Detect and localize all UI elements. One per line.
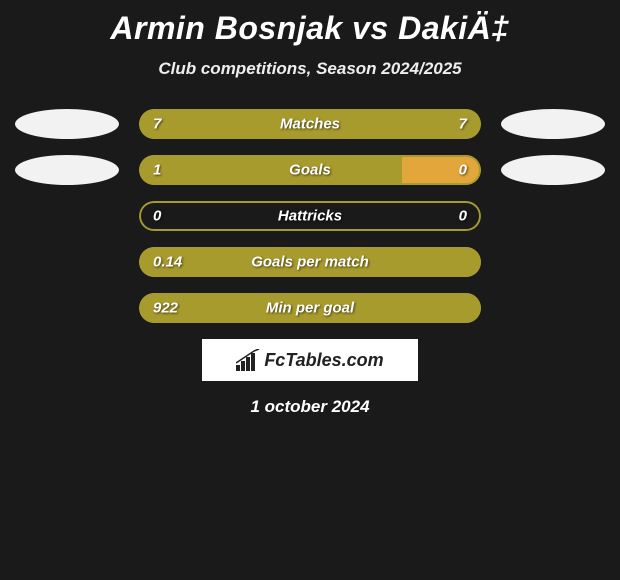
metric-left-value: 1 (153, 162, 161, 179)
date-text: 1 october 2024 (0, 397, 620, 417)
bar-left-fill (139, 155, 402, 185)
metric-bar: 1 Goals 0 (139, 155, 481, 185)
metric-right-value: 0 (459, 162, 467, 179)
metric-rows: 7 Matches 7 1 Goals 0 0 Hattricks 0 0.14 Goals per… (0, 109, 620, 323)
metric-row: 0 Hattricks 0 (0, 201, 620, 231)
bars-icon (236, 349, 260, 371)
brand-badge: FcTables.com (202, 339, 418, 381)
metric-name: Matches (280, 116, 340, 133)
subtitle: Club competitions, Season 2024/2025 (0, 59, 620, 79)
page-title: Armin Bosnjak vs DakiÄ‡ (0, 10, 620, 47)
comparison-card: Armin Bosnjak vs DakiÄ‡ Club competition… (0, 0, 620, 417)
left-ellipse (15, 109, 119, 139)
metric-row: 922 Min per goal (0, 293, 620, 323)
metric-name: Min per goal (266, 300, 354, 317)
left-ellipse (15, 155, 119, 185)
right-ellipse (501, 155, 605, 185)
metric-bar: 922 Min per goal (139, 293, 481, 323)
brand-text: FcTables.com (264, 350, 383, 371)
metric-left-value: 0.14 (153, 254, 182, 271)
metric-bar: 0 Hattricks 0 (139, 201, 481, 231)
metric-name: Goals (289, 162, 331, 179)
right-ellipse (501, 109, 605, 139)
metric-row: 1 Goals 0 (0, 155, 620, 185)
metric-right-value: 0 (459, 208, 467, 225)
metric-name: Goals per match (251, 254, 369, 271)
metric-left-value: 922 (153, 300, 178, 317)
metric-name: Hattricks (278, 208, 342, 225)
metric-row: 0.14 Goals per match (0, 247, 620, 277)
metric-row: 7 Matches 7 (0, 109, 620, 139)
metric-left-value: 0 (153, 208, 161, 225)
metric-right-value: 7 (459, 116, 467, 133)
metric-left-value: 7 (153, 116, 161, 133)
metric-bar: 7 Matches 7 (139, 109, 481, 139)
bar-right-fill (402, 155, 481, 185)
metric-bar: 0.14 Goals per match (139, 247, 481, 277)
